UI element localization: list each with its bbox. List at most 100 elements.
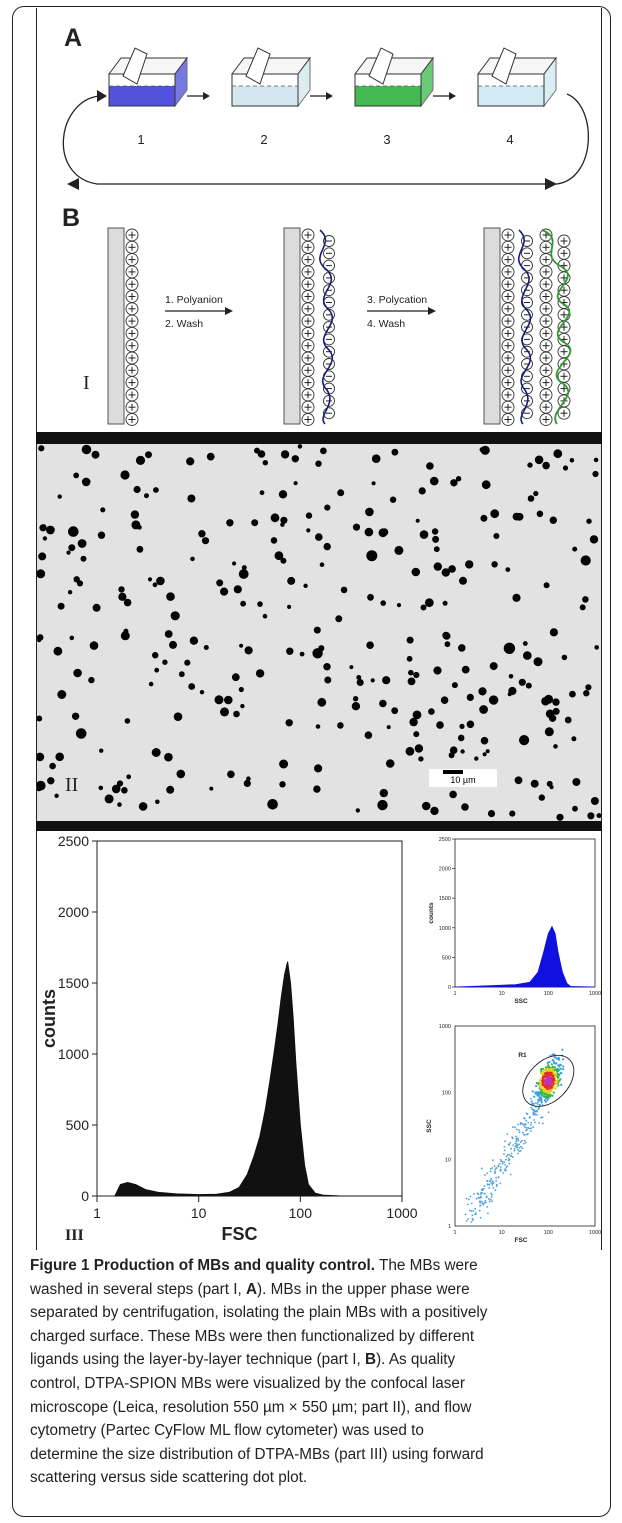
microbubble	[133, 485, 141, 494]
event-dot	[540, 1069, 543, 1073]
event-dot	[505, 1166, 508, 1169]
event-dot	[501, 1160, 504, 1163]
caption-line: ligands using the layer-by-layer techniq…	[30, 1351, 456, 1369]
microbubble	[54, 793, 59, 798]
microbubble	[254, 447, 260, 454]
event-dot	[546, 1098, 549, 1102]
panel-label-I: I	[83, 372, 90, 394]
microbubble	[553, 449, 563, 459]
microbubble	[69, 635, 75, 641]
caption-line: determine the size distribution of DTPA-…	[30, 1445, 484, 1463]
event-dot	[493, 1165, 496, 1168]
microbubble	[460, 749, 465, 754]
microbubble	[572, 778, 581, 786]
microbubble	[583, 690, 590, 697]
microbubble	[147, 577, 153, 582]
event-dot	[547, 1064, 550, 1067]
microbubble	[579, 604, 586, 611]
event-dot	[550, 1073, 553, 1077]
microbubble	[519, 735, 530, 746]
microbubble	[152, 652, 159, 659]
event-dot	[479, 1201, 482, 1204]
event-dot	[544, 1068, 547, 1071]
arrow-head	[67, 178, 79, 190]
event-dot	[542, 1073, 545, 1076]
event-dot	[532, 1109, 535, 1112]
microbubble	[544, 727, 554, 737]
event-dot	[509, 1173, 512, 1176]
microbubble	[270, 513, 280, 523]
liquid-fill	[232, 86, 298, 106]
event-dot	[464, 1213, 467, 1216]
event-dot	[538, 1097, 541, 1100]
microbubble	[536, 510, 544, 518]
microbubble	[582, 596, 589, 603]
container-top	[231, 57, 311, 75]
event-dot	[518, 1143, 520, 1146]
event-dot	[525, 1127, 528, 1129]
magnet	[122, 47, 148, 85]
event-dot	[494, 1189, 497, 1192]
microbubble	[227, 770, 235, 779]
microbubble	[315, 460, 322, 467]
event-dot	[547, 1091, 550, 1094]
microbubble	[592, 470, 599, 478]
microbubble	[485, 749, 490, 754]
event-dot	[554, 1075, 557, 1078]
event-dot	[554, 1073, 558, 1076]
event-dot	[539, 1086, 542, 1089]
event-dot	[540, 1097, 543, 1100]
event-dot	[483, 1185, 486, 1187]
microbubble	[474, 756, 479, 761]
microbubble	[73, 576, 80, 583]
event-dot	[492, 1187, 495, 1189]
event-dot	[503, 1146, 506, 1148]
event-dot	[546, 1095, 549, 1098]
y-tick-label: 500	[442, 955, 451, 961]
event-dot	[541, 1091, 544, 1094]
plot-frame	[454, 1025, 596, 1227]
event-dot	[543, 1095, 546, 1098]
event-dot	[480, 1200, 483, 1203]
event-dot	[548, 1071, 551, 1074]
microbubble	[220, 707, 229, 717]
event-dot	[480, 1196, 482, 1199]
microbubble	[186, 457, 195, 466]
x-tick-label: 10	[499, 1230, 505, 1236]
microbubble	[319, 562, 325, 567]
event-dot	[544, 1075, 547, 1078]
microbubble	[442, 631, 450, 640]
event-dot	[541, 1081, 544, 1084]
step-label: 1. Polyanion	[165, 294, 223, 306]
microbubble	[81, 477, 91, 487]
event-dot	[483, 1187, 485, 1190]
container-front	[354, 73, 422, 107]
microbubble	[80, 555, 87, 562]
y-tick-label: 1000	[439, 1024, 451, 1030]
event-dot	[529, 1124, 532, 1126]
arrow-head	[203, 92, 210, 100]
event-dot	[475, 1197, 478, 1200]
microbubble	[224, 695, 233, 705]
microbubble	[216, 579, 224, 587]
step-label: 3. Polycation	[367, 294, 427, 306]
microbubble	[257, 601, 263, 607]
caption-title: Figure 1 Production of MBs and quality c…	[30, 1257, 376, 1274]
microbubble	[243, 779, 251, 787]
microbubble	[407, 677, 416, 686]
x-tick-label: 100	[544, 1230, 553, 1236]
microbubble	[262, 613, 268, 619]
microbubble	[364, 731, 373, 739]
event-dot	[535, 1084, 538, 1088]
event-dot	[557, 1064, 560, 1067]
microbubble	[433, 666, 442, 675]
event-dot	[504, 1164, 506, 1166]
microbubble	[121, 787, 128, 794]
microbubble	[240, 600, 247, 607]
microbubble	[461, 803, 469, 811]
histogram-series	[114, 961, 402, 1197]
caption-line: Figure 1 Production of MBs and quality c…	[30, 1257, 478, 1274]
microbubble	[306, 528, 311, 533]
microbubble	[564, 716, 572, 724]
microbubble	[37, 780, 46, 791]
